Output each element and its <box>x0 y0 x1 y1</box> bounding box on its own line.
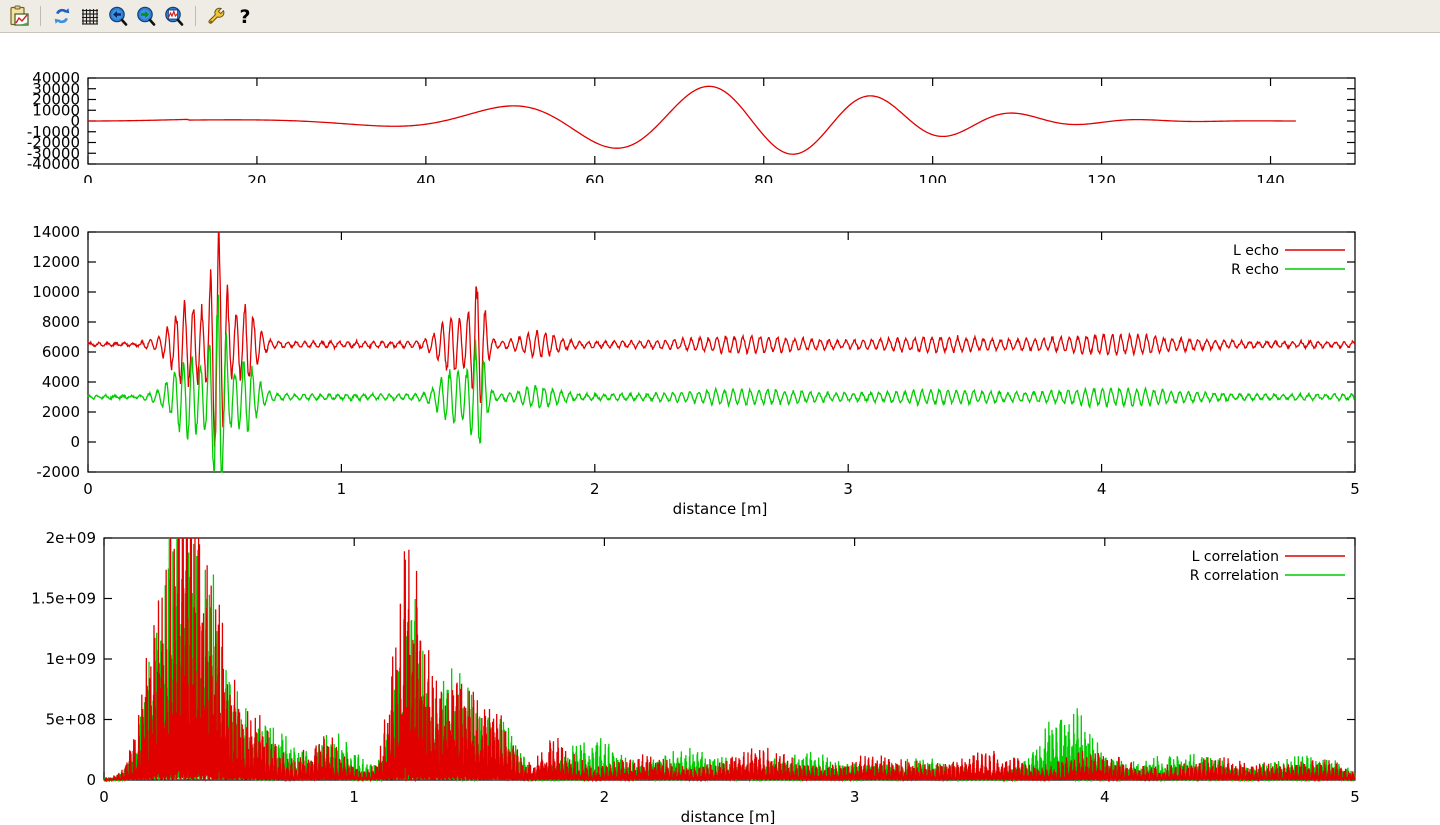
magnifier-left-arrow-icon <box>109 6 128 26</box>
echo-plot-legend: L echo R echo <box>1231 243 1345 278</box>
x-tick-label: 2 <box>590 480 600 498</box>
x-tick-label: 140 <box>1256 172 1285 183</box>
correlation-plot-y-tick-labels: 0 5e+08 1e+09 1.5e+09 2e+09 <box>31 529 96 789</box>
x-tick-label: 0 <box>99 788 109 806</box>
y-tick-label: -40000 <box>27 155 80 173</box>
y-tick-label: 1e+09 <box>46 650 96 668</box>
y-tick-label: -30000 <box>27 144 80 162</box>
y-tick-label: 4000 <box>42 373 80 391</box>
y-tick-label: -10000 <box>27 123 80 141</box>
x-tick-label: 1 <box>349 788 359 806</box>
magnifier-right-arrow-icon <box>137 6 156 26</box>
zoom-previous-button[interactable] <box>105 3 131 29</box>
plot-canvas-area[interactable]: -40000 -30000 -20000 -10000 0 10000 20000 30000… <box>0 33 1440 825</box>
x-tick-label: 1 <box>337 480 347 498</box>
replot-button[interactable] <box>49 3 75 29</box>
y-tick-label: 2000 <box>42 403 80 421</box>
question-mark-icon: ? <box>239 6 250 27</box>
plot-background <box>0 33 1440 183</box>
autoscale-button[interactable] <box>161 3 187 29</box>
echo-plot-x-axis-label: distance [m] <box>673 500 768 518</box>
plot-background <box>0 183 1440 523</box>
y-tick-label: 30000 <box>32 80 80 98</box>
y-tick-label: 0 <box>70 433 80 451</box>
y-tick-label: 6000 <box>42 343 80 361</box>
y-tick-label: 10000 <box>32 101 80 119</box>
toolbar: ? <box>0 0 1440 33</box>
x-tick-label: 80 <box>754 172 773 183</box>
legend-label: L echo <box>1233 243 1279 259</box>
y-tick-label: 40000 <box>32 69 80 87</box>
help-button[interactable]: ? <box>232 3 258 29</box>
y-tick-label: 8000 <box>42 313 80 331</box>
toggle-grid-button[interactable] <box>77 3 103 29</box>
l-correlation-series-line <box>103 537 1356 783</box>
grid-icon <box>82 9 98 25</box>
y-tick-label: 12000 <box>32 253 80 271</box>
svg-text:?: ? <box>239 6 250 27</box>
copy-plot-to-clipboard-button[interactable] <box>6 3 32 29</box>
correlation-plot-x-axis-label: distance [m] <box>681 808 776 825</box>
legend-label: R echo <box>1231 262 1279 278</box>
chirp-plot[interactable]: -40000 -30000 -20000 -10000 0 10000 20000 30000… <box>0 33 1440 183</box>
x-tick-label: 3 <box>843 480 853 498</box>
y-tick-label: 0 <box>86 771 96 789</box>
l-echo-series-line <box>87 231 1356 447</box>
r-echo-series-line <box>87 294 1356 473</box>
correlation-plot[interactable]: 0 5e+08 1e+09 1.5e+09 2e+09 0 1 2 3 4 5 L correla… <box>0 523 1440 825</box>
wrench-icon <box>208 7 225 24</box>
legend-label: L correlation <box>1192 549 1279 565</box>
legend-label: R correlation <box>1190 568 1279 584</box>
toolbar-separator-2 <box>195 6 196 26</box>
chirp-series-line <box>88 85 1296 155</box>
y-tick-label: -20000 <box>27 134 80 152</box>
settings-button[interactable] <box>204 3 230 29</box>
y-tick-label: 1.5e+09 <box>31 590 96 608</box>
x-tick-label: 40 <box>416 172 435 183</box>
chirp-plot-x-tick-labels: 0 20 40 60 80 100 120 140 <box>83 172 1285 183</box>
refresh-icon <box>54 8 70 24</box>
x-tick-label: 2 <box>600 788 610 806</box>
x-tick-label: 60 <box>585 172 604 183</box>
y-tick-label: 20000 <box>32 91 80 109</box>
x-tick-label: 100 <box>918 172 947 183</box>
y-tick-label: 14000 <box>32 223 80 241</box>
x-tick-label: 4 <box>1100 788 1110 806</box>
x-tick-label: 3 <box>850 788 860 806</box>
chirp-plot-y-tick-labels: -40000-30000-20000-100000100002000030000… <box>27 69 80 173</box>
x-tick-label: 0 <box>83 172 93 183</box>
echo-plot-x-tick-labels: 0 1 2 3 4 5 <box>83 480 1360 498</box>
correlation-plot-legend: L correlation R correlation <box>1190 549 1345 584</box>
x-tick-label: 20 <box>247 172 266 183</box>
clipboard-chart-icon <box>10 5 29 26</box>
magnifier-curve-icon <box>165 6 184 26</box>
x-tick-label: 120 <box>1087 172 1116 183</box>
toolbar-separator-1 <box>40 6 41 26</box>
x-tick-label: 5 <box>1350 480 1360 498</box>
y-tick-label: 5e+08 <box>46 711 96 729</box>
echo-plot-frame <box>87 231 1356 473</box>
correlation-plot-x-tick-labels: 0 1 2 3 4 5 <box>99 788 1360 806</box>
zoom-next-button[interactable] <box>133 3 159 29</box>
y-tick-label: 10000 <box>32 283 80 301</box>
echo-plot-y-tick-labels: -2000 0 2000 4000 6000 8000 10000 12000 14000 <box>32 223 80 481</box>
x-tick-label: 0 <box>83 480 93 498</box>
y-tick-label: -2000 <box>36 463 80 481</box>
x-tick-label: 4 <box>1097 480 1107 498</box>
y-tick-label: 0 <box>70 112 80 130</box>
x-tick-label: 5 <box>1350 788 1360 806</box>
y-tick-label: 2e+09 <box>46 529 96 547</box>
